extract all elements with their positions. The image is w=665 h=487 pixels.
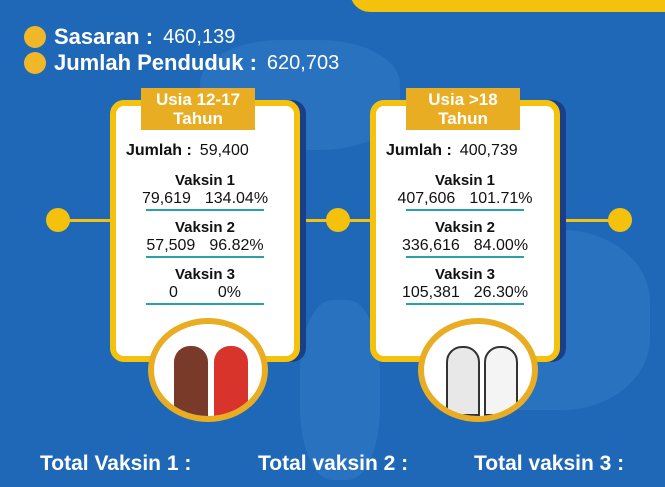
teen-illustration	[148, 318, 268, 422]
connector-dot	[46, 208, 70, 232]
person-figure	[174, 346, 208, 416]
divider	[146, 303, 264, 305]
tag-usia-12-17: Usia 12-17 Tahun	[141, 88, 255, 130]
top-banner	[350, 0, 665, 12]
vaksin-count: 407,606	[397, 190, 456, 207]
jumlah: Jumlah :59,400	[126, 142, 249, 159]
vaksin-pct: 26.30%	[473, 284, 529, 301]
vaksin-count: 0	[168, 284, 178, 301]
person-figure	[214, 346, 248, 416]
people-icon	[24, 52, 46, 74]
adult-illustration	[418, 318, 538, 422]
penduduk-stat: Jumlah Penduduk : 620,703	[24, 50, 339, 76]
vaksin-count: 105,381	[401, 284, 460, 301]
world-map-shape	[300, 300, 380, 480]
vaksin-pct: 84.00%	[473, 237, 529, 254]
vaksin-pct: 96.82%	[209, 237, 264, 254]
divider	[406, 209, 524, 211]
vaksin-pct: 134.04%	[204, 190, 269, 207]
total-vaksin-3: Total vaksin 3 :	[474, 452, 625, 475]
penduduk-value: 620,703	[266, 51, 340, 74]
divider	[406, 303, 524, 305]
vaksin-label: Vaksin 2	[434, 219, 496, 236]
vaksin-pct: 101.71%	[469, 190, 533, 207]
divider	[146, 256, 264, 258]
vaksin-label: Vaksin 3	[174, 266, 236, 283]
vaksin-label: Vaksin 3	[434, 266, 496, 283]
divider	[146, 209, 264, 211]
total-vaksin-2: Total vaksin 2 :	[258, 452, 409, 475]
chart-icon	[24, 26, 46, 48]
connector-dot	[608, 208, 632, 232]
sasaran-label: Sasaran :	[54, 24, 154, 49]
total-vaksin-1: Total Vaksin 1 :	[40, 452, 192, 475]
person-figure	[484, 346, 518, 416]
sasaran-stat: Sasaran : 460,139	[24, 24, 235, 50]
person-figure	[446, 346, 480, 416]
vaksin-count: 336,616	[401, 237, 460, 254]
vaksin-count: 79,619	[141, 190, 191, 207]
vaksin-label: Vaksin 1	[434, 172, 496, 189]
tag-usia-18: Usia >18 Tahun	[406, 88, 520, 130]
vaksin-count: 57,509	[146, 237, 196, 254]
divider	[406, 256, 524, 258]
sasaran-value: 460,139	[163, 25, 236, 48]
vaksin-pct: 0%	[217, 284, 242, 301]
penduduk-label: Jumlah Penduduk :	[54, 50, 257, 75]
vaksin-label: Vaksin 2	[174, 219, 236, 236]
connector-dot	[326, 208, 350, 232]
vaksin-label: Vaksin 1	[174, 172, 236, 189]
jumlah: Jumlah :400,739	[386, 142, 518, 159]
